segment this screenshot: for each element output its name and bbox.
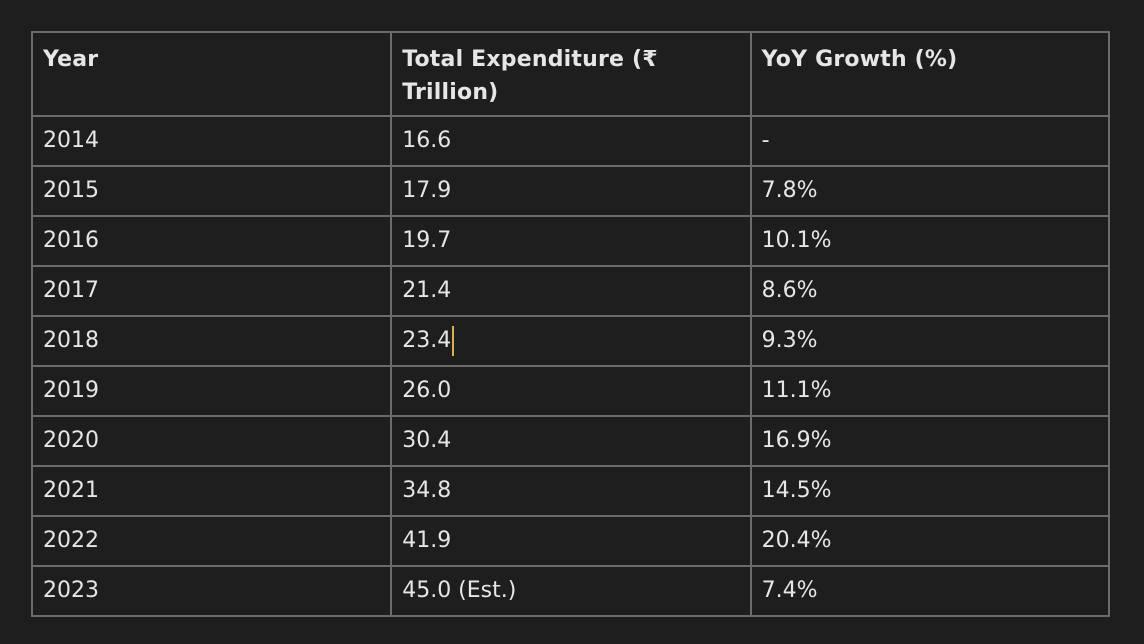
cell-text: 8.6% [761, 278, 818, 303]
table-row: 2017 21.4 8.6% [30, 265, 1111, 317]
growth-cell[interactable]: 11.1% [749, 365, 1111, 417]
header-year[interactable]: Year [30, 31, 393, 117]
year-cell[interactable]: 2016 [30, 215, 393, 267]
expenditure-cell[interactable]: 34.8 [390, 465, 752, 517]
header-total-expenditure[interactable]: Total Expenditure (₹ Trillion) [390, 31, 752, 117]
year-cell[interactable]: 2019 [30, 365, 393, 417]
table-row: 2022 41.9 20.4% [30, 515, 1111, 567]
year-cell[interactable]: 2021 [30, 465, 393, 517]
year-cell[interactable]: 2023 [30, 565, 393, 617]
year-cell[interactable]: 2022 [30, 515, 393, 567]
cell-text: 16.9% [761, 428, 832, 453]
cell-text: 2021 [43, 478, 99, 503]
expenditure-table: Year Total Expenditure (₹ Trillion) YoY … [30, 31, 1111, 617]
expenditure-cell[interactable]: 30.4 [390, 415, 752, 467]
header-yoy-growth[interactable]: YoY Growth (%) [749, 31, 1111, 117]
year-cell[interactable]: 2015 [30, 165, 393, 217]
cell-text: 30.4 [402, 428, 452, 453]
header-row: Year Total Expenditure (₹ Trillion) YoY … [30, 31, 1111, 117]
year-cell[interactable]: 2020 [30, 415, 393, 467]
cell-text: 9.3% [761, 328, 818, 353]
table-row: 2018 23.4 9.3% [30, 315, 1111, 367]
cell-text: 26.0 [402, 378, 452, 403]
growth-cell[interactable]: 16.9% [749, 415, 1111, 467]
expenditure-cell[interactable]: 23.4 [390, 315, 752, 367]
table-row: 2019 26.0 11.1% [30, 365, 1111, 417]
expenditure-cell[interactable]: 41.9 [390, 515, 752, 567]
cell-text: 7.8% [761, 178, 818, 203]
cell-text: 2019 [43, 378, 99, 403]
cell-text: 14.5% [761, 478, 832, 503]
cell-text: 41.9 [402, 528, 452, 553]
cell-text: 2015 [43, 178, 99, 203]
cell-text: 19.7 [402, 228, 452, 253]
table-row: 2014 16.6 - [30, 115, 1111, 167]
cell-text: 21.4 [402, 278, 452, 303]
growth-cell[interactable]: 7.4% [749, 565, 1111, 617]
year-cell[interactable]: 2017 [30, 265, 393, 317]
growth-cell[interactable]: 7.8% [749, 165, 1111, 217]
table-row: 2023 45.0 (Est.) 7.4% [30, 565, 1111, 617]
growth-cell[interactable]: - [749, 115, 1111, 167]
growth-cell[interactable]: 14.5% [749, 465, 1111, 517]
cell-text: 2023 [43, 578, 99, 603]
expenditure-cell[interactable]: 21.4 [390, 265, 752, 317]
cell-text: - [761, 128, 770, 153]
table-row: 2015 17.9 7.8% [30, 165, 1111, 217]
cell-text: 2022 [43, 528, 99, 553]
expenditure-cell[interactable]: 19.7 [390, 215, 752, 267]
expenditure-cell[interactable]: 16.6 [390, 115, 752, 167]
year-cell[interactable]: 2014 [30, 115, 393, 167]
expenditure-cell[interactable]: 17.9 [390, 165, 752, 217]
cell-text: 23.4 [402, 328, 452, 353]
cell-text: 2016 [43, 228, 99, 253]
table-row: 2016 19.7 10.1% [30, 215, 1111, 267]
cell-text: 20.4% [761, 528, 832, 553]
cell-text: 7.4% [761, 578, 818, 603]
cell-text: 10.1% [761, 228, 832, 253]
cell-text: 2014 [43, 128, 99, 153]
cell-text: 45.0 (Est.) [402, 578, 517, 603]
year-cell[interactable]: 2018 [30, 315, 393, 367]
growth-cell[interactable]: 9.3% [749, 315, 1111, 367]
growth-cell[interactable]: 10.1% [749, 215, 1111, 267]
cell-text: 16.6 [402, 128, 452, 153]
table-row: 2020 30.4 16.9% [30, 415, 1111, 467]
cell-text: 11.1% [761, 378, 832, 403]
cell-text: 34.8 [402, 478, 452, 503]
expenditure-cell[interactable]: 26.0 [390, 365, 752, 417]
cell-text: 2020 [43, 428, 99, 453]
cell-text: 2018 [43, 328, 99, 353]
table-row: 2021 34.8 14.5% [30, 465, 1111, 517]
cell-text: 2017 [43, 278, 99, 303]
cell-text: 17.9 [402, 178, 452, 203]
growth-cell[interactable]: 8.6% [749, 265, 1111, 317]
expenditure-cell[interactable]: 45.0 (Est.) [390, 565, 752, 617]
growth-cell[interactable]: 20.4% [749, 515, 1111, 567]
text-cursor [452, 326, 455, 356]
